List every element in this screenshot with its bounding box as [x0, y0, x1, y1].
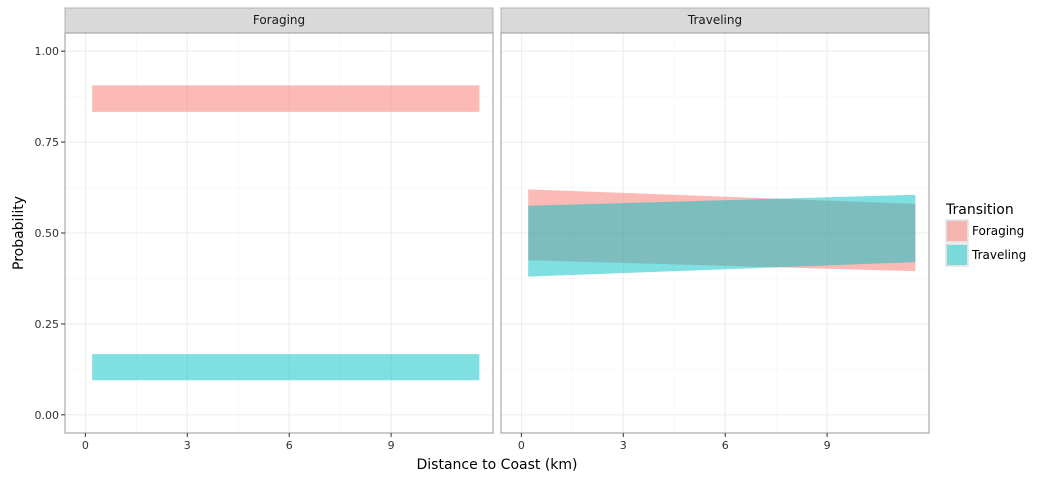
x-tick-label: 3 — [620, 439, 627, 452]
x-tick-label: 3 — [184, 439, 191, 452]
panel-traveling: Traveling — [500, 7, 930, 434]
x-tick-label: 0 — [82, 439, 89, 452]
y-tick-label: 0.25 — [35, 318, 60, 331]
legend-title: Transition — [945, 202, 1014, 218]
y-tick-label: 0.00 — [35, 409, 60, 422]
y-tick-label: 1.00 — [35, 45, 60, 58]
panel-border — [500, 32, 930, 434]
y-axis-title: Probability — [11, 196, 27, 270]
ribbon-traveling — [528, 194, 916, 277]
x-tick-label: 6 — [286, 439, 293, 452]
strip-background — [64, 7, 494, 34]
x-axis: 0 3 6 9 0 3 6 9 — [82, 433, 831, 452]
strip-label: Foraging — [253, 13, 305, 27]
y-axis: 0.00 0.25 0.50 0.75 1.00 — [35, 45, 65, 422]
panel-foraging: Foraging — [64, 7, 494, 434]
ribbon-foraging — [92, 85, 480, 112]
x-tick-label: 0 — [518, 439, 525, 452]
legend: Transition Foraging Traveling — [945, 202, 1026, 267]
x-axis-title: Distance to Coast (km) — [417, 457, 578, 473]
legend-label-traveling: Traveling — [971, 248, 1026, 262]
legend-swatch-traveling — [947, 245, 967, 265]
x-tick-label: 6 — [722, 439, 729, 452]
legend-label-foraging: Foraging — [972, 224, 1024, 238]
x-tick-label: 9 — [824, 439, 831, 452]
x-tick-label: 9 — [388, 439, 395, 452]
ribbon-traveling — [92, 354, 480, 381]
y-tick-label: 0.75 — [35, 136, 60, 149]
strip-label: Traveling — [687, 13, 742, 27]
y-tick-label: 0.50 — [35, 227, 60, 240]
legend-swatch-foraging — [947, 221, 967, 241]
